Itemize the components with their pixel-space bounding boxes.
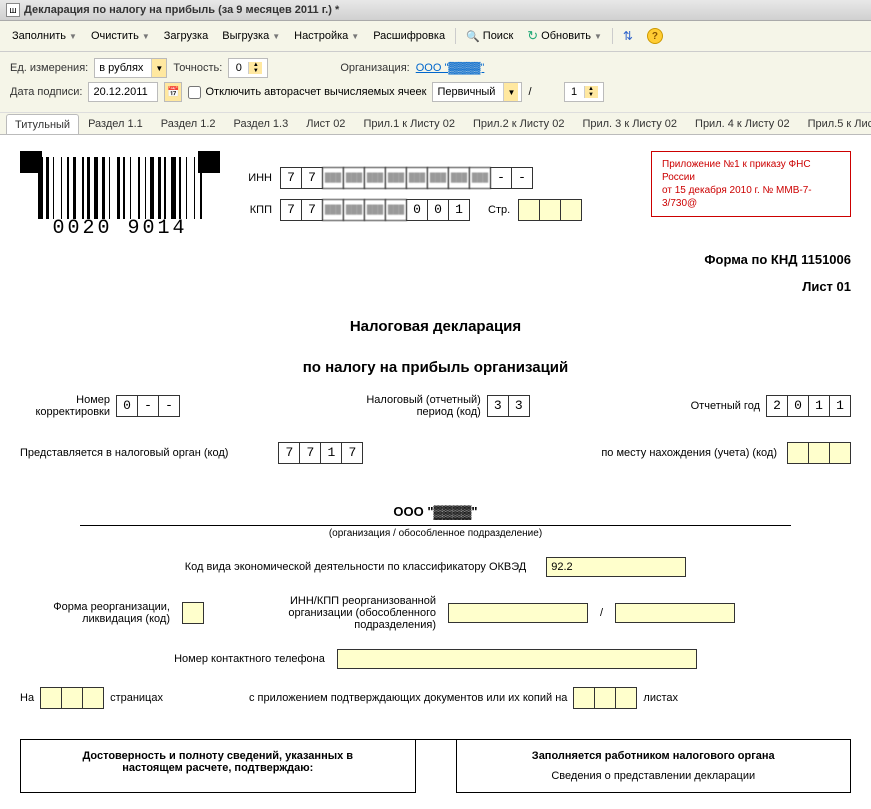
page-content: 0020 9014 ИНН 77████████████████████████… [0,135,871,809]
tab-7[interactable]: Прил. 3 к Листу 02 [573,113,686,134]
page-spinner[interactable]: 1▲▼ [564,82,604,102]
pages-on-cells[interactable] [40,687,104,709]
str-label: Стр. [488,204,510,216]
period-label: Налоговый (отчетный) период (код) [341,394,481,418]
tab-4[interactable]: Лист 02 [297,113,354,134]
cert-right: Заполняется работником налогового органа… [456,740,852,793]
cert-row: Достоверность и полноту сведений, указан… [20,739,851,793]
sort-button[interactable] [617,26,639,46]
precision-spinner[interactable]: 0▲▼ [228,58,268,78]
pages-label: страницах [110,692,163,704]
reorg-inn-input[interactable] [448,603,588,623]
inn-label: ИНН [240,172,272,184]
org-name: ООО "▓▓▓▓" [20,504,851,523]
sheet-label: Лист 01 [20,279,851,294]
load-button[interactable]: Загрузка [158,27,214,45]
help-icon: ? [647,28,663,44]
calendar-icon[interactable]: 📅 [164,82,182,102]
date-label: Дата подписи: [10,86,82,98]
decl-title2: по налогу на прибыль организаций [20,359,851,376]
kpp-cells[interactable]: 77████████████001 [280,199,470,221]
tab-9[interactable]: Прил.5 к Листу 02 [799,113,871,134]
period-cells[interactable]: 33 [487,395,530,417]
window-titlebar: ш Декларация по налогу на прибыль (за 9 … [0,0,871,21]
tab-3[interactable]: Раздел 1.3 [225,113,298,134]
str-cells[interactable] [518,199,582,221]
cert-left: Достоверность и полноту сведений, указан… [20,740,416,793]
params-panel: Ед. измерения: в рублях▼ Точность: 0▲▼ О… [0,52,871,113]
tab-0[interactable]: Титульный [6,114,79,135]
on-label: На [20,692,34,704]
inn-cells[interactable]: 77████████████████████████-- [280,167,533,189]
refresh-button[interactable]: Обновить▼ [521,25,608,47]
tab-1[interactable]: Раздел 1.1 [79,113,152,134]
org-link[interactable]: ООО "▓▓▓▓" [416,62,485,74]
sheets-label: листах [643,692,678,704]
reorg-label: Форма реорганизации, ликвидация (код) [20,601,170,625]
fill-button[interactable]: Заполнить▼ [6,27,83,45]
window-title: Декларация по налогу на прибыль (за 9 ме… [24,4,339,16]
date-input[interactable] [88,82,158,102]
attach-label: с приложением подтверждающих документов … [249,692,567,704]
help-button[interactable]: ? [641,25,669,47]
loc-label: по месту нахождения (учета) (код) [601,447,777,459]
kpp-label: КПП [240,204,272,216]
form-code: Форма по КНД 1151006 [20,252,851,267]
reorg-innkpp-label: ИНН/КПП реорганизованной организации (об… [246,595,436,631]
taxorg-cells[interactable]: 7717 [278,442,363,464]
order-box: Приложение №1 к приказу ФНС России от 15… [651,151,851,217]
app-icon: ш [6,3,20,17]
year-label: Отчетный год [691,400,760,412]
year-cells[interactable]: 2011 [766,395,851,417]
doctype-select[interactable]: Первичный▼ [432,82,522,102]
search-icon [466,30,480,43]
unit-select[interactable]: в рублях▼ [94,58,167,78]
barcode: 0020 9014 [20,151,220,240]
phone-input[interactable] [337,649,697,669]
corr-cells[interactable]: 0-- [116,395,180,417]
settings-button[interactable]: Настройка▼ [288,27,365,45]
barcode-number: 0020 9014 [20,217,220,240]
okved-label: Код вида экономической деятельности по к… [185,561,527,573]
tab-8[interactable]: Прил. 4 к Листу 02 [686,113,799,134]
clear-button[interactable]: Очистить▼ [85,27,156,45]
org-sublabel: (организация / обособленное подразделени… [20,528,851,539]
reorg-cell[interactable] [182,602,204,624]
tab-6[interactable]: Прил.2 к Листу 02 [464,113,574,134]
unload-button[interactable]: Выгрузка▼ [216,27,286,45]
slash: / [528,86,531,98]
corr-label: Номер корректировки [20,394,110,418]
tabs: ТитульныйРаздел 1.1Раздел 1.2Раздел 1.3Л… [0,113,871,135]
autocalc-checkbox[interactable]: Отключить авторасчет вычисляемых ячеек [188,86,426,99]
tab-2[interactable]: Раздел 1.2 [152,113,225,134]
attach-cells[interactable] [573,687,637,709]
refresh-icon [527,28,538,44]
decode-button[interactable]: Расшифровка [367,27,451,45]
toolbar: Заполнить▼ Очистить▼ Загрузка Выгрузка▼ … [0,21,871,52]
search-button[interactable]: Поиск [460,27,519,46]
decl-title1: Налоговая декларация [20,318,851,335]
phone-label: Номер контактного телефона [174,653,325,665]
precision-label: Точность: [173,62,222,74]
arrows-icon [623,29,633,43]
taxorg-label: Представляется в налоговый орган (код) [20,447,228,459]
org-label: Организация: [340,62,409,74]
unit-label: Ед. измерения: [10,62,88,74]
tab-5[interactable]: Прил.1 к Листу 02 [354,113,464,134]
reorg-kpp-input[interactable] [615,603,735,623]
okved-input[interactable] [546,557,686,577]
loc-cells[interactable] [787,442,851,464]
